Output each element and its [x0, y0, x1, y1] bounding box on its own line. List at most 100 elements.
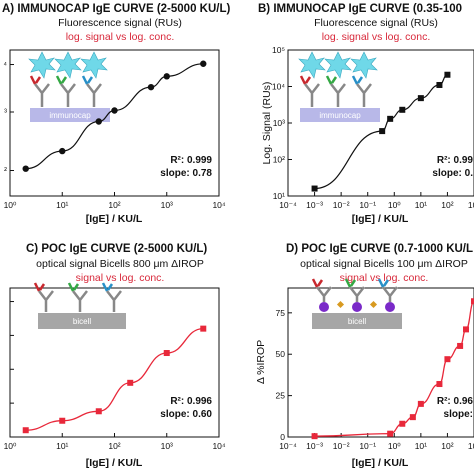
data-point	[399, 420, 406, 427]
x-tick-label: 10⁻²	[333, 200, 350, 210]
bead-icon	[385, 302, 395, 312]
data-point	[387, 115, 394, 122]
ige-icon	[299, 75, 312, 85]
panel-d-xlabel: [IgE] / KU/L	[352, 457, 409, 469]
panel-c-slope: slope: 0.60	[160, 409, 212, 420]
panel-c: C) POC IgE CURVE (2-5000 KU/L) optical s…	[4, 243, 226, 469]
data-point	[95, 408, 102, 415]
panel-d-subtitle2: signal vs log. conc.	[340, 272, 429, 284]
antibody-group-a	[28, 51, 108, 107]
bicell-box	[312, 313, 402, 329]
data-point	[147, 83, 155, 91]
ige-icon	[67, 282, 80, 292]
fluorescence-burst-icon	[80, 51, 108, 79]
panel-d-ticks: 10⁻⁴ 10⁻³ 10⁻² 10⁻¹ 10⁰ 10¹ 10² 10³ 0 25 50 75	[276, 308, 474, 451]
marker-diamond-icon	[336, 300, 345, 309]
data-point	[463, 326, 470, 333]
x-tick-label: 10⁴	[212, 441, 225, 451]
data-point	[417, 400, 424, 407]
x-tick-label: 10³	[161, 441, 173, 451]
x-tick-label: 10⁻²	[333, 441, 350, 451]
data-point	[22, 165, 29, 172]
panel-c-fit-curve	[25, 327, 204, 431]
x-tick-label: 10⁻³	[306, 200, 323, 210]
x-tick-label: 10¹	[56, 200, 68, 210]
panel-d-title: D) POC IgE CURVE (0.7-1000 KU/L	[286, 243, 473, 255]
data-point	[95, 118, 102, 125]
data-point	[379, 128, 386, 135]
ige-icon	[377, 278, 390, 288]
panel-a-subtitle: Fluorescence signal (RUs)	[58, 17, 182, 29]
panel-d-fit-curve	[314, 300, 474, 437]
x-tick-label: 10²	[441, 441, 453, 451]
panel-d-box-label: bicell	[348, 317, 366, 326]
y-tick-label: 10¹	[273, 191, 285, 201]
data-point	[200, 325, 207, 332]
x-tick-label: 10⁻¹	[359, 441, 376, 451]
x-tick-label: 10⁻³	[306, 441, 323, 451]
x-tick-label: 10³	[161, 200, 173, 210]
panel-a-r2: R²: 0.999	[170, 155, 212, 166]
marker-diamond-icon	[369, 300, 378, 309]
ige-icon	[29, 75, 42, 85]
panel-c-points	[22, 325, 207, 434]
fluorescence-burst-icon	[350, 51, 378, 79]
ige-icon	[33, 282, 46, 292]
data-point	[127, 379, 134, 386]
panel-a-illustration: immunocap	[28, 51, 110, 122]
fluorescence-burst-icon	[324, 51, 352, 79]
antibody-icon	[356, 83, 372, 107]
panel-b-slope: slope: 0.	[432, 168, 473, 179]
panel-c-box-label: bicell	[73, 317, 91, 326]
panel-d-plot-frame	[287, 287, 474, 438]
x-tick-label: 10³	[468, 200, 474, 210]
panel-b-ticks: 10⁻⁴ 10⁻³ 10⁻² 10⁻¹ 10⁰ 10¹ 10² 10³ 10¹ 10² 10³ 10⁴…	[272, 45, 474, 210]
x-tick-label: 10⁰	[388, 441, 401, 451]
panel-b-r2: R²: 0.99	[437, 155, 474, 166]
data-point	[399, 106, 406, 113]
data-point	[436, 81, 443, 88]
panel-d-points	[311, 298, 474, 440]
panel-b-illustration: immunocap	[298, 51, 380, 122]
data-point	[436, 381, 443, 388]
panel-a-xlabel: [IgE] / KU/L	[86, 213, 143, 225]
data-point	[59, 147, 66, 155]
data-point	[163, 73, 170, 80]
ige-icon	[101, 282, 114, 292]
x-tick-label: 10⁴	[212, 200, 225, 210]
panel-d-slope: slope:	[444, 409, 473, 420]
antibody-icon	[38, 290, 54, 312]
y-tick-label: 25	[276, 391, 286, 401]
panel-c-subtitle2: signal vs log. conc.	[76, 272, 165, 284]
x-tick-label: 10³	[468, 441, 474, 451]
ige-icon	[55, 75, 68, 85]
data-point	[444, 71, 451, 78]
panel-d-ylabel: Δ %IROP	[255, 340, 267, 384]
panel-b: B) IMMUNOCAP IgE CURVE (0.35-100 Fluores…	[258, 3, 474, 225]
panel-a-title: A) IMMUNOCAP IgE CURVE (2-5000 KU/L)	[2, 3, 230, 15]
data-point	[200, 60, 207, 67]
antibody-icon	[60, 83, 76, 107]
data-point	[457, 342, 464, 349]
antibody-icon	[330, 83, 346, 107]
panel-b-points	[311, 71, 451, 192]
x-tick-label: 10⁻⁴	[279, 200, 297, 210]
ige-icon	[351, 75, 364, 85]
antibody-icon	[86, 83, 102, 107]
y-tick-label: 10³	[273, 118, 285, 128]
x-tick-label: 10⁰	[4, 441, 17, 451]
ige-icon	[81, 75, 94, 85]
panel-a: A) IMMUNOCAP IgE CURVE (2-5000 KU/L) Flu…	[2, 3, 230, 225]
x-tick-label: 10²	[108, 441, 120, 451]
panel-c-r2: R²: 0.996	[170, 396, 212, 407]
panel-a-box-label: immunocap	[49, 111, 91, 120]
panel-a-points	[22, 60, 207, 172]
antibody-icon	[349, 286, 365, 302]
fluorescence-burst-icon	[54, 51, 82, 79]
panel-c-title: C) POC IgE CURVE (2-5000 KU/L)	[26, 243, 207, 255]
immunocap-box	[300, 108, 380, 122]
data-point	[311, 433, 318, 440]
panel-b-box-label: immunocap	[319, 111, 361, 120]
y-tick-label: 75	[276, 308, 286, 318]
